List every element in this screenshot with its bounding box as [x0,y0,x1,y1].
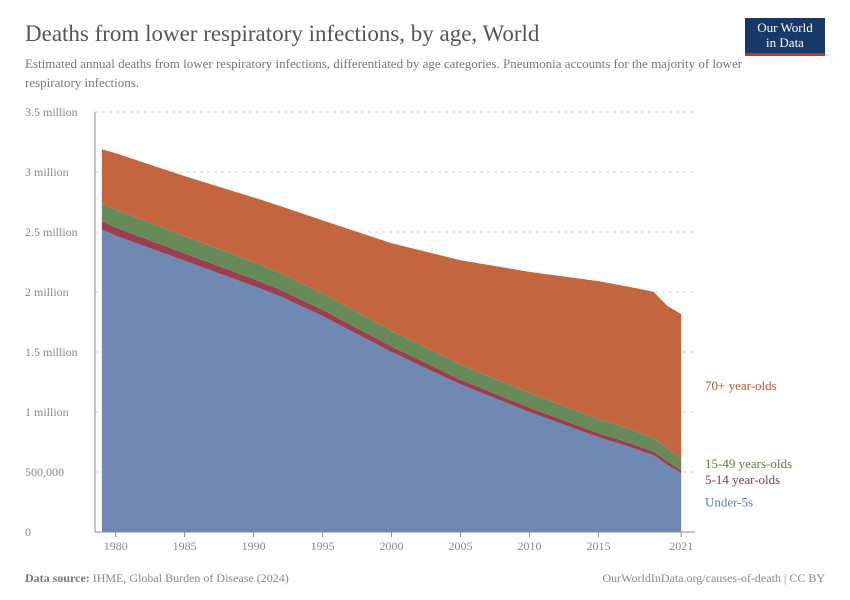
svg-text:2 million: 2 million [25,285,69,299]
svg-text:2.5 million: 2.5 million [25,225,78,239]
svg-text:2015: 2015 [586,539,610,553]
svg-text:3.5 million: 3.5 million [25,105,78,119]
svg-text:0: 0 [25,525,31,539]
chart-title: Deaths from lower respiratory infections… [25,20,825,49]
logo-line1: Our World [757,20,812,35]
chart-footer: Data source: IHME, Global Burden of Dise… [25,571,825,586]
svg-text:2005: 2005 [449,539,473,553]
svg-text:3 million: 3 million [25,165,69,179]
svg-text:2010: 2010 [517,539,541,553]
series-label-under5: Under-5s [705,495,753,510]
series-label-age5_14: 5-14 year-olds [705,473,780,488]
logo-line2: in Data [766,35,804,50]
stacked-area-chart: 0 500,000 1 million 1.5 million 2 million 2.5… [25,102,825,557]
attribution: OurWorldInData.org/causes-of-death | CC … [603,571,826,586]
series-label-age70p: 70+ year-olds [705,379,777,394]
svg-text:1985: 1985 [173,539,197,553]
svg-text:2021: 2021 [669,539,693,553]
chart-subtitle: Estimated annual deaths from lower respi… [25,55,765,93]
svg-text:1980: 1980 [104,539,128,553]
owid-logo: Our World in Data [745,18,825,56]
chart-container: 0 500,000 1 million 1.5 million 2 million 2.5… [25,102,825,557]
data-source: Data source: IHME, Global Burden of Dise… [25,571,289,586]
svg-text:2000: 2000 [380,539,404,553]
svg-text:1 million: 1 million [25,405,69,419]
svg-text:1.5 million: 1.5 million [25,345,78,359]
svg-text:1990: 1990 [242,539,266,553]
svg-text:1995: 1995 [311,539,335,553]
series-label-age15_49: 15-49 years-olds [705,457,792,472]
svg-text:500,000: 500,000 [25,465,64,479]
